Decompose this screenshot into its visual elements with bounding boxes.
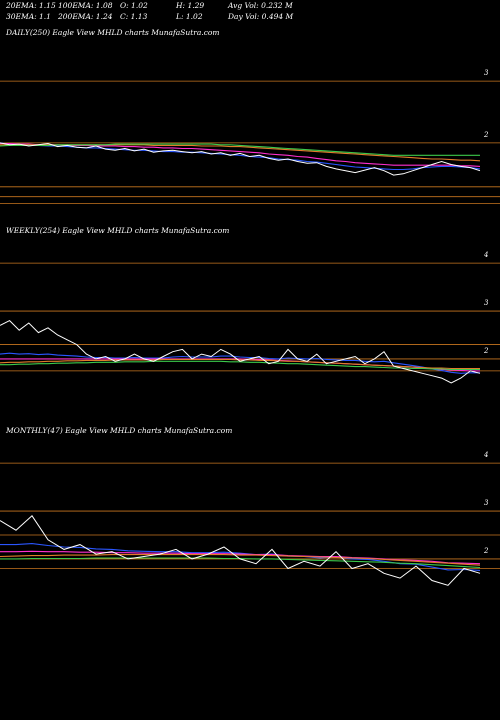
monthly-y-tick-label: 2 (483, 547, 489, 555)
ema20-label: 20EMA: 1.15 (6, 1, 56, 10)
daily-chart-panel: DAILY(250) Eagle View MHLD charts Munafa… (0, 24, 500, 214)
low-label: L: 1.02 (176, 12, 203, 21)
close-label: C: 1.13 (120, 12, 148, 21)
ema200-label: 200EMA: 1.24 (58, 12, 113, 21)
high-label: H: 1.29 (176, 1, 205, 10)
daily-y-tick-label: 3 (484, 69, 489, 77)
weekly-chart-svg: 4 3 2 (0, 251, 500, 384)
day-vol-label: Day Vol: 0.494 M (228, 12, 294, 21)
monthly-y-tick-label: 3 (484, 499, 489, 507)
monthly-ema-line-4 (0, 557, 481, 569)
daily-price-line (0, 142, 481, 176)
avg-vol-label: Avg Vol: 0.232 M (228, 1, 293, 10)
monthly-chart-title: MONTHLY(47) Eagle View MHLD charts Munaf… (6, 426, 233, 435)
weekly-chart-title: WEEKLY(254) Eagle View MHLD charts Munaf… (6, 226, 230, 235)
ema30-label: 30EMA: 1.1 (6, 12, 51, 21)
chart-header: 20EMA: 1.15 100EMA: 1.08 O: 1.02 H: 1.29… (0, 0, 500, 24)
monthly-ema-line-3 (0, 554, 481, 566)
weekly-price-line (0, 319, 481, 384)
daily-ema-line-2 (0, 142, 481, 167)
monthly-y-tick-label: 4 (483, 451, 488, 459)
daily-ema-line-4 (0, 143, 480, 156)
monthly-chart-svg: 4 3 2 (0, 451, 500, 586)
weekly-chart-panel: WEEKLY(254) Eagle View MHLD charts Munaf… (0, 224, 500, 414)
ema100-label: 100EMA: 1.08 (58, 1, 113, 10)
monthly-ema-line-1 (0, 543, 481, 571)
weekly-y-tick-label: 3 (484, 299, 489, 307)
weekly-y-tick-label: 4 (483, 251, 488, 259)
weekly-ema-line-3 (0, 358, 480, 370)
daily-chart-svg: 32 (0, 69, 500, 204)
daily-chart-title: DAILY(250) Eagle View MHLD charts Munafa… (6, 28, 220, 37)
monthly-chart-panel: MONTHLY(47) Eagle View MHLD charts Munaf… (0, 424, 500, 614)
monthly-price-line (0, 515, 481, 586)
weekly-ema-line-1 (0, 352, 480, 374)
open-label: O: 1.02 (120, 1, 148, 10)
daily-y-tick-label: 2 (483, 131, 489, 139)
weekly-y-tick-label: 2 (483, 347, 489, 355)
